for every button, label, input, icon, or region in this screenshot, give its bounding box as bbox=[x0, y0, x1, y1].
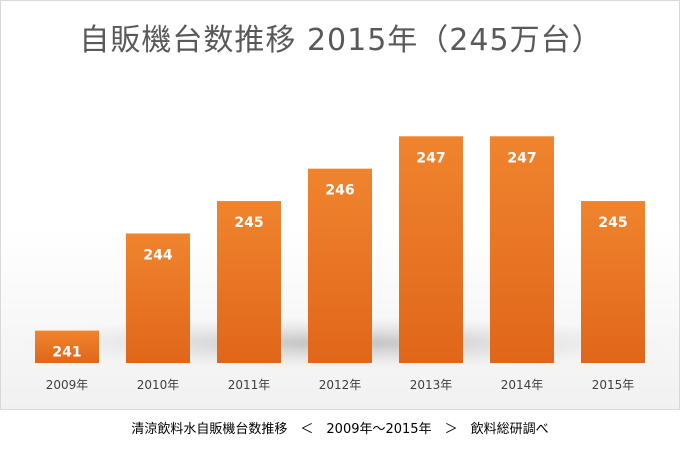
bar-value-label: 245 bbox=[234, 215, 263, 231]
bar-2010年 bbox=[126, 233, 190, 363]
bars-group: 241 244 245 246 247 247 245 bbox=[35, 136, 645, 363]
bar-value-label: 244 bbox=[143, 247, 172, 263]
bar-2013年 bbox=[399, 136, 463, 363]
bar-2011年 bbox=[217, 201, 281, 363]
x-tick-label: 2012年 bbox=[319, 378, 362, 392]
x-tick-label: 2013年 bbox=[410, 378, 453, 392]
bar-2015年 bbox=[581, 201, 645, 363]
bar-value-label: 245 bbox=[598, 215, 627, 231]
bar-value-label: 246 bbox=[325, 183, 354, 199]
bar-value-label: 247 bbox=[416, 150, 445, 166]
chart-title: 自販機台数推移 2015年（245万台） bbox=[79, 23, 603, 58]
x-tick-label: 2010年 bbox=[137, 378, 180, 392]
x-tick-label: 2011年 bbox=[228, 378, 271, 392]
x-tick-label: 2009年 bbox=[46, 378, 89, 392]
bar-2014年 bbox=[490, 136, 554, 363]
bar-value-label: 241 bbox=[52, 345, 81, 361]
source-caption: 清涼飲料水自販機台数推移 ＜ 2009年〜2015年 ＞ 飲料総研調べ bbox=[131, 422, 549, 437]
bar-2012年 bbox=[308, 168, 372, 363]
x-axis-ticks: 2009年 2010年 2011年 2012年 2013年 2014年 2015年 bbox=[46, 378, 635, 392]
bar-chart: 241 244 245 246 247 247 245 2009年 2010年 2011年 201… bbox=[11, 136, 671, 392]
x-tick-label: 2015年 bbox=[592, 378, 635, 392]
x-tick-label: 2014年 bbox=[501, 378, 544, 392]
chart-frame: 自販機台数推移 2015年（245万台） 241 244 245 246 247 247 2… bbox=[0, 0, 680, 410]
bar-2009年 bbox=[35, 330, 99, 363]
bar-value-label: 247 bbox=[507, 150, 536, 166]
